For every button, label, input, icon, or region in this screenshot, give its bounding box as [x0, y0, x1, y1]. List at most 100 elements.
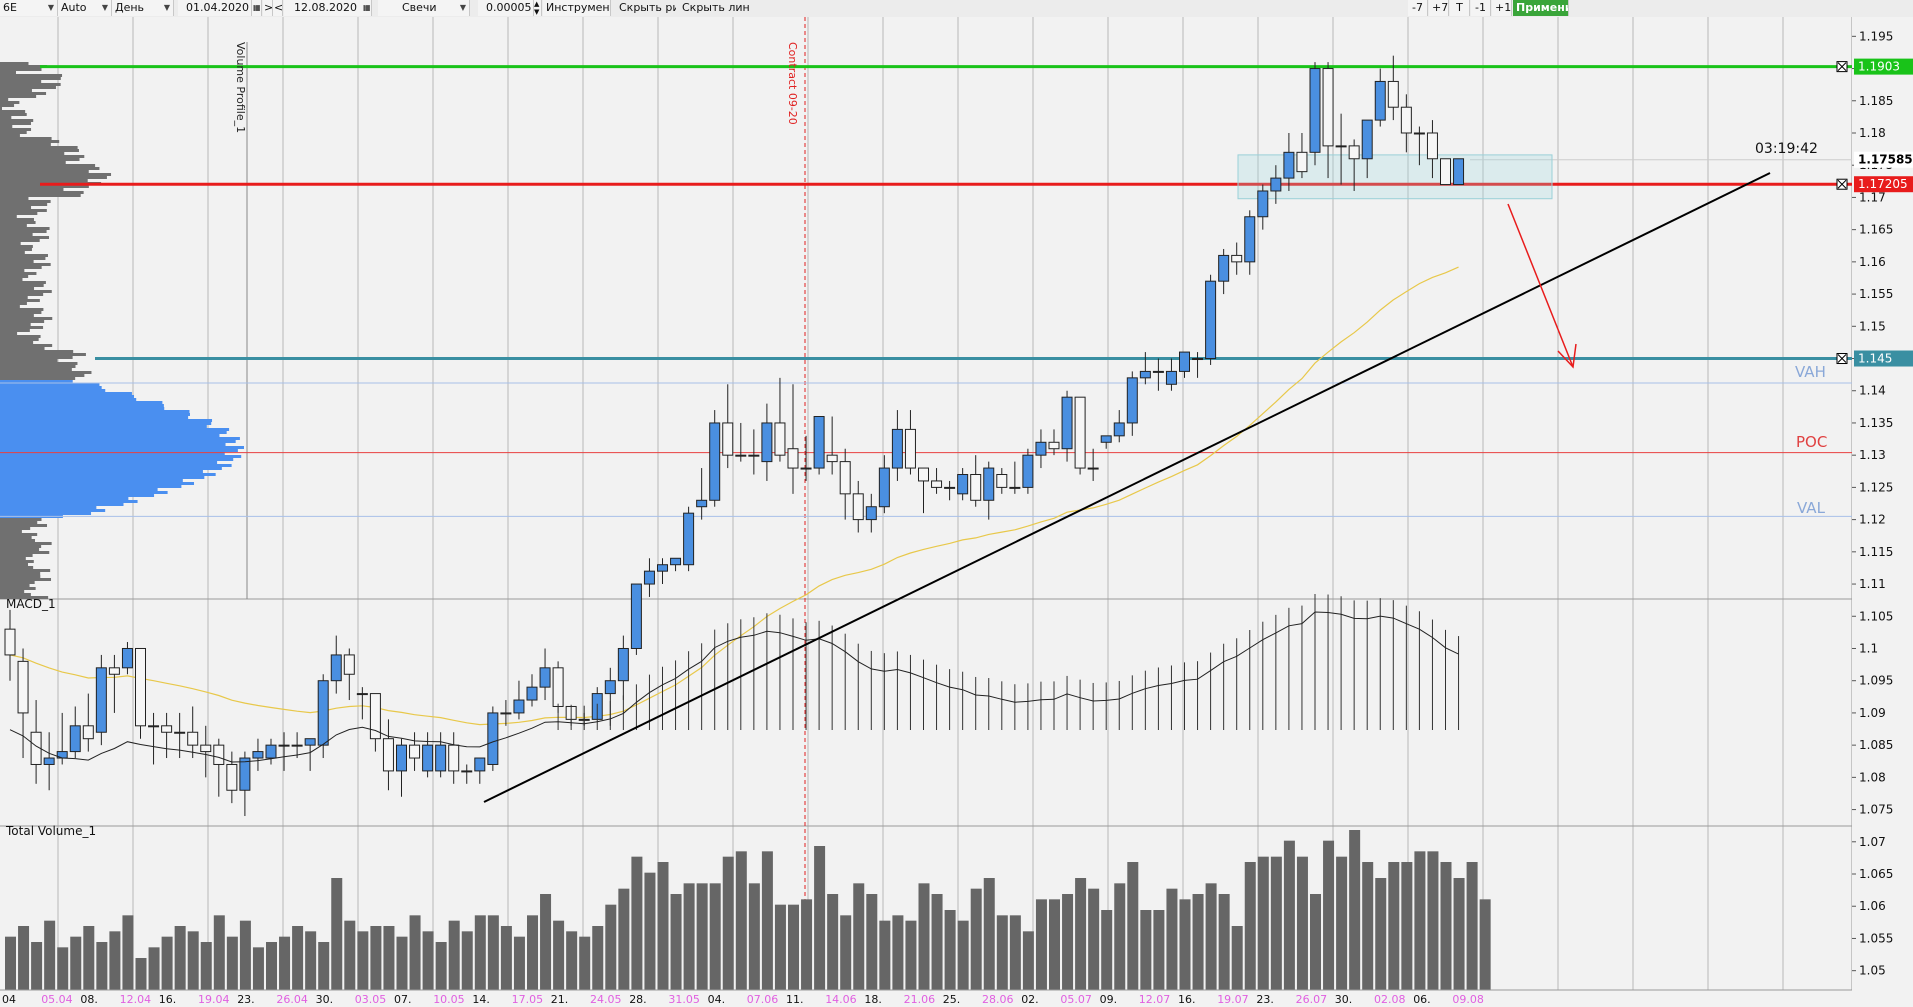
apply-button[interactable]: Применить [1513, 0, 1569, 16]
scroll-back-7-button[interactable]: -7 [1408, 0, 1428, 16]
price-tick-label: 1.115 [1859, 545, 1893, 559]
volume-bar [1153, 910, 1165, 990]
profile-bar [0, 266, 42, 269]
candle [187, 731, 199, 746]
candle [735, 454, 747, 457]
profile-bar [0, 494, 155, 497]
calendar-icon[interactable]: ▦ [252, 0, 262, 16]
scroll-forward-1-button[interactable]: +1 [1492, 0, 1512, 16]
chart-type-select[interactable]: Свечи ▼ [378, 0, 470, 16]
volume-bar [1427, 851, 1439, 990]
timeframe-select[interactable]: День ▼ [112, 0, 174, 16]
profile-bar [0, 170, 89, 173]
scroll-forward-7-button[interactable]: +7 [1429, 0, 1449, 16]
candle [252, 751, 264, 759]
candle [1218, 254, 1230, 282]
volume-bar [1453, 878, 1465, 990]
volume-bar [1075, 878, 1087, 990]
poc-label: POC [1796, 433, 1827, 451]
volume-bar [1127, 862, 1139, 990]
candle [356, 693, 368, 696]
volume-bar [1009, 915, 1021, 990]
volume-bar [996, 915, 1008, 990]
instruments-button[interactable]: Инструменты [543, 0, 611, 16]
candle [617, 647, 629, 682]
candle [1244, 216, 1256, 263]
volume-bar [1114, 883, 1126, 990]
scroll-back-1-button[interactable]: -1 [1471, 0, 1491, 16]
profile-bar [0, 584, 30, 587]
profile-bar [0, 434, 220, 437]
profile-bar [0, 122, 31, 125]
price-tick-label: 1.12 [1859, 513, 1886, 527]
candle [552, 667, 564, 707]
calendar-icon[interactable]: ▦ [362, 0, 372, 16]
volume-bar [761, 851, 773, 990]
price-tick-label: 1.09 [1859, 706, 1886, 720]
candle [1152, 370, 1164, 373]
volume-bar [70, 936, 82, 990]
date-label: 12.07 [1139, 993, 1171, 1006]
volume-bar [357, 931, 369, 990]
profile-bar [0, 308, 44, 311]
candle [1309, 68, 1321, 153]
volume-bar [1296, 856, 1308, 990]
stepper-icon[interactable]: ▲ ▼ [534, 0, 542, 16]
hide-drawings-button[interactable]: Скрыть рис. [619, 1, 676, 14]
candle [43, 757, 55, 765]
profile-bar [0, 578, 52, 581]
profile-bar [0, 323, 31, 326]
profile-bar [0, 128, 32, 131]
candle [69, 725, 81, 753]
date-from-input[interactable]: 01.04.2020 [178, 0, 252, 16]
profile-bar [0, 488, 158, 491]
grid-lines [0, 17, 1853, 1007]
chart-area[interactable]: 1.1951.191.1851.181.1751.171.1651.161.15… [0, 17, 1913, 1007]
volume-bar [970, 888, 982, 990]
profile-bar [0, 392, 132, 395]
profile-bar [0, 590, 25, 593]
candle [526, 686, 538, 701]
profile-bar [0, 146, 78, 149]
date-label: 25. [943, 993, 961, 1006]
candle [82, 725, 94, 740]
profile-bar [0, 245, 33, 248]
profile-bar [0, 404, 164, 407]
profile-bar [0, 500, 138, 503]
volume-bar [500, 926, 512, 990]
instrument-select[interactable]: 6E ▼ [0, 0, 58, 16]
mode-select[interactable]: Auto ▼ [58, 0, 112, 16]
profile-bar [0, 299, 40, 302]
profile-bar [0, 545, 42, 548]
volume-bar [383, 926, 395, 990]
profile-bar [0, 101, 20, 104]
candle [1361, 119, 1373, 160]
profile-bar [0, 212, 38, 215]
candle [304, 738, 316, 746]
today-button[interactable]: T [1450, 0, 1470, 16]
profile-bar [0, 440, 236, 443]
candle [722, 422, 734, 456]
moving-average-line [9, 266, 1459, 726]
nav-next-button[interactable]: > [263, 0, 273, 16]
candle [200, 744, 212, 753]
volume-bar [422, 931, 434, 990]
price-tick-label: 1.185 [1859, 94, 1893, 108]
profile-bar [0, 533, 38, 536]
candle [422, 744, 434, 772]
volume-bar [840, 915, 852, 990]
volume-bar [879, 920, 891, 990]
price-tick-label: 1.085 [1859, 738, 1893, 752]
nav-prev-button[interactable]: < [273, 0, 283, 16]
volume-bar [187, 931, 199, 990]
profile-bar [0, 179, 88, 182]
date-label: 17.05 [512, 993, 543, 1006]
price-axis: 1.1951.191.1851.181.1751.171.1651.161.15… [1852, 17, 1913, 1007]
tick-size-input[interactable]: 0.00005 [478, 0, 534, 16]
hide-lines-button[interactable]: Скрыть линии [682, 1, 749, 14]
volume-bar [461, 931, 473, 990]
date-to-input[interactable]: 12.08.2020 [284, 0, 364, 16]
profile-bar [0, 353, 86, 356]
volume-bar [239, 920, 251, 990]
date-label: 28.06 [982, 993, 1014, 1006]
